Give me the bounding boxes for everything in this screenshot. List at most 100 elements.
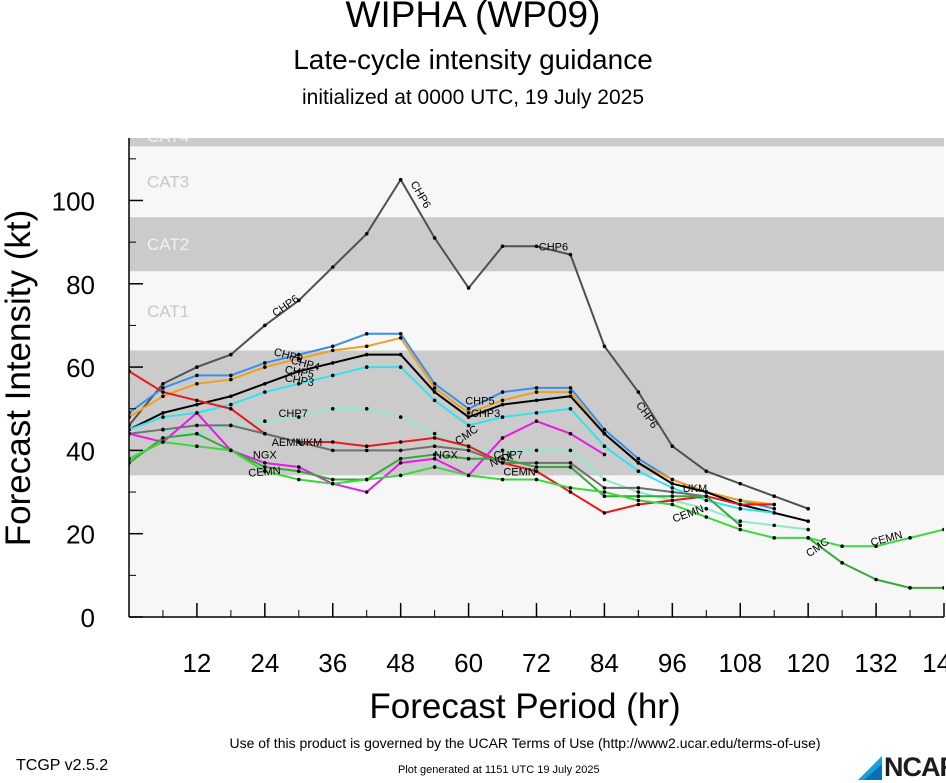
series-point bbox=[636, 469, 641, 474]
series-point bbox=[398, 365, 403, 369]
series-label: NGX bbox=[434, 450, 459, 462]
series-point bbox=[330, 440, 335, 444]
series-label: CHP5 bbox=[465, 396, 494, 408]
series-point bbox=[161, 427, 165, 432]
series-point bbox=[602, 427, 607, 432]
series-point bbox=[466, 444, 471, 449]
series-point bbox=[942, 527, 944, 532]
series-point bbox=[840, 544, 844, 548]
series-point bbox=[229, 406, 233, 411]
version-label: TCGP v2.5.2 bbox=[16, 757, 109, 774]
series-line bbox=[129, 366, 775, 514]
series-point bbox=[636, 490, 641, 494]
series-point bbox=[229, 448, 233, 453]
series-point bbox=[602, 490, 607, 494]
category-band-label: CAT1 bbox=[147, 302, 189, 321]
series-point bbox=[534, 390, 539, 394]
series-point bbox=[636, 498, 641, 503]
series-point bbox=[330, 406, 335, 411]
series-point bbox=[704, 490, 709, 494]
series-point bbox=[161, 415, 165, 419]
category-band-label: CAT3 bbox=[147, 173, 189, 192]
series-point bbox=[772, 502, 777, 507]
series-point bbox=[704, 494, 709, 499]
series-point bbox=[398, 473, 403, 478]
series-label: CHP3 bbox=[284, 372, 315, 389]
series-point bbox=[195, 431, 199, 436]
series-point bbox=[364, 477, 369, 482]
series-point bbox=[398, 336, 403, 340]
series-point bbox=[432, 456, 437, 461]
x-tick-label: 108 bbox=[719, 648, 762, 678]
series-point bbox=[364, 448, 369, 453]
series-point bbox=[568, 386, 573, 390]
series-point bbox=[296, 352, 301, 357]
series-line bbox=[129, 424, 707, 498]
y-tick-label: 80 bbox=[66, 270, 95, 300]
series-point bbox=[364, 344, 369, 349]
series-point bbox=[263, 361, 267, 365]
series-point bbox=[398, 177, 403, 182]
series-point bbox=[195, 402, 199, 407]
series-point bbox=[636, 494, 641, 499]
category-band-label: CAT4 bbox=[147, 127, 189, 146]
y-tick-label: 100 bbox=[52, 186, 95, 216]
series-point bbox=[195, 411, 199, 415]
series-point bbox=[229, 402, 233, 407]
series-point bbox=[161, 381, 165, 386]
series-point bbox=[296, 469, 301, 474]
series-point bbox=[432, 436, 437, 440]
series-point bbox=[874, 577, 878, 582]
series-point bbox=[670, 477, 675, 482]
ncar-logo-text: NCAR bbox=[884, 752, 946, 782]
series-point bbox=[330, 448, 335, 453]
series-point bbox=[602, 477, 607, 482]
series-point bbox=[195, 381, 199, 386]
x-tick-label: 132 bbox=[854, 648, 897, 678]
series-point bbox=[466, 415, 471, 419]
series-point bbox=[772, 523, 777, 528]
category-band bbox=[129, 271, 944, 351]
series-point bbox=[500, 390, 505, 394]
category-band bbox=[129, 146, 944, 218]
series-point bbox=[534, 419, 539, 424]
series-point bbox=[432, 431, 437, 436]
series-point bbox=[670, 486, 675, 490]
series-point bbox=[432, 398, 437, 403]
series-point bbox=[229, 377, 233, 382]
series-point bbox=[466, 423, 471, 428]
series-point bbox=[602, 452, 607, 457]
model-series: CHP6CHP6CHP6CHP6CHP9CHP4CHP5CHP5CHP3CHP3… bbox=[129, 177, 944, 590]
series-point bbox=[398, 352, 403, 357]
x-tick-label: 144 bbox=[922, 648, 946, 678]
series-point bbox=[704, 469, 709, 474]
series-point bbox=[364, 444, 369, 449]
chart-axes: 0 20 40 60 80 100 12 24 36 48 60 72 84 96 108 120 132 144 bbox=[52, 138, 946, 678]
ncar-logo: NCAR bbox=[858, 752, 946, 782]
series-point bbox=[432, 465, 437, 469]
y-tick-label: 40 bbox=[66, 436, 95, 466]
series-point bbox=[534, 461, 539, 465]
plot-generated-time: Plot generated at 1151 UTC 19 July 2025 bbox=[398, 764, 600, 776]
chart-title: WIPHA (WP09) bbox=[345, 0, 601, 35]
series-point bbox=[670, 494, 675, 499]
series-point bbox=[568, 465, 573, 469]
series-point bbox=[330, 481, 335, 486]
series-point bbox=[738, 498, 743, 503]
series-point bbox=[738, 481, 743, 486]
series-point bbox=[364, 365, 369, 369]
series-point bbox=[364, 232, 369, 236]
x-tick-label: 24 bbox=[250, 648, 279, 678]
series-label: CHP5 bbox=[284, 364, 315, 381]
series-point bbox=[738, 527, 743, 532]
series-point bbox=[840, 561, 844, 565]
series-point bbox=[296, 440, 301, 444]
series-point bbox=[296, 381, 301, 386]
series-point bbox=[704, 498, 709, 503]
series-point bbox=[195, 444, 199, 449]
series-point bbox=[161, 436, 165, 440]
series-point bbox=[330, 348, 335, 353]
series-point bbox=[296, 356, 301, 361]
series-point bbox=[636, 486, 641, 490]
